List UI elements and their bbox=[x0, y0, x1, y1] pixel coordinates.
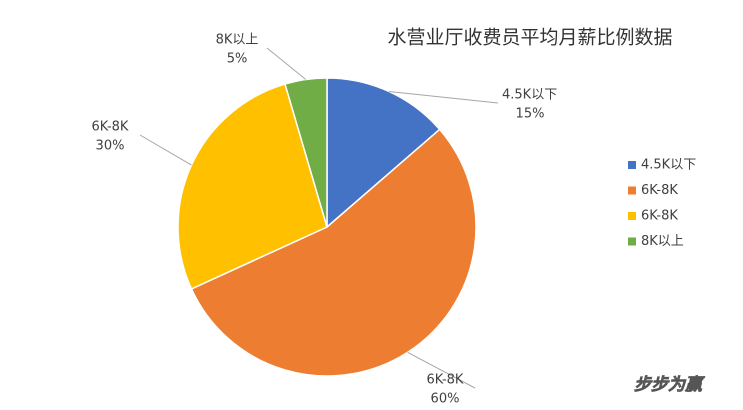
legend-swatch bbox=[628, 186, 636, 195]
leader-line bbox=[266, 47, 307, 80]
legend-swatch bbox=[628, 212, 636, 220]
data-label-value: 60% bbox=[431, 392, 460, 407]
data-label-category: 6K-8K bbox=[427, 373, 464, 388]
legend-label: 4.5K以下 bbox=[641, 158, 696, 173]
legend-label: 8K以上 bbox=[641, 234, 684, 249]
pie-slice bbox=[326, 77, 441, 229]
data-label-value: 30% bbox=[96, 139, 125, 154]
data-label-value: 5% bbox=[227, 52, 248, 67]
pie-slice bbox=[284, 77, 328, 228]
watermark: 步步为赢 bbox=[634, 375, 705, 395]
leader-line bbox=[139, 134, 192, 166]
leader-line bbox=[407, 351, 476, 389]
pie-slice bbox=[190, 128, 477, 377]
legend-label: 6K-8K bbox=[641, 183, 678, 198]
legend-swatch bbox=[628, 161, 636, 169]
legend-label: 6K-8K bbox=[641, 209, 678, 224]
chart-title: 水营业厅收费员平均月薪比例数据 bbox=[387, 27, 672, 49]
legend-swatch bbox=[628, 237, 636, 246]
data-label-value: 15% bbox=[516, 107, 545, 122]
data-label-category: 4.5K以下 bbox=[502, 88, 557, 103]
data-label-category: 8K以上 bbox=[216, 33, 259, 48]
pie-slice bbox=[177, 83, 328, 290]
data-label-category: 6K-8K bbox=[92, 120, 129, 135]
leader-line bbox=[388, 90, 499, 104]
